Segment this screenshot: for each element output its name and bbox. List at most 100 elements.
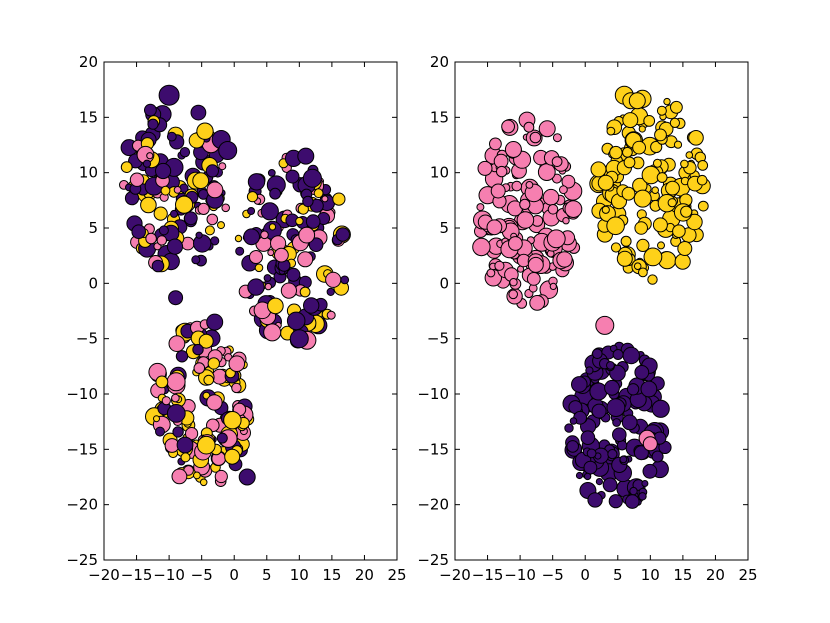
right-scatter-point (628, 92, 646, 110)
left-scatter-point (206, 394, 223, 411)
left-scatter-point (151, 259, 165, 273)
right-scatter-point (595, 478, 604, 486)
left-scatter-point (260, 230, 269, 240)
right-scatter-point (523, 121, 535, 133)
left-scatter-point (193, 471, 201, 480)
left-scatter-point (176, 436, 194, 454)
right-scatter-point (589, 382, 608, 401)
right-scatter-point (525, 181, 534, 189)
right-axes-frame (454, 61, 749, 561)
left-scatter-point (145, 232, 157, 245)
left-scatter-point (268, 223, 277, 231)
right-scatter-point (669, 117, 681, 129)
left-x-tick-label: −20 (88, 566, 120, 584)
right-scatter-point (595, 315, 615, 335)
left-scatter-point (183, 211, 198, 226)
right-scatter-point (654, 128, 667, 142)
right-scatter-point (575, 471, 584, 480)
right-scatter-point (490, 183, 506, 199)
right-scatter-point (688, 130, 704, 146)
right-scatter-point (640, 380, 658, 398)
left-scatter-point (246, 191, 259, 203)
right-scatter-point (622, 112, 639, 129)
right-scatter-point (607, 449, 618, 460)
left-scatter-point (131, 224, 146, 239)
right-scatter-point (564, 200, 583, 219)
left-scatter-point (297, 251, 314, 268)
left-scatter-point (247, 173, 266, 191)
left-scatter-point (171, 393, 180, 403)
left-scatter-point (340, 275, 350, 285)
right-scatter-point (586, 448, 597, 459)
left-y-tick-label: −10 (66, 385, 98, 403)
right-scatter-point (667, 198, 677, 208)
left-scatter-point (238, 468, 256, 486)
right-scatter-point (696, 174, 708, 186)
right-scatter-point (472, 237, 491, 257)
right-scatter-point (616, 440, 628, 451)
left-scatter-point (302, 195, 314, 208)
left-scatter-panel: −20 −15 −10 −5 0 5 10 15 20 25 −25 −20 −… (66, 53, 406, 584)
left-scatter-point (286, 311, 306, 331)
right-scatter-point (677, 241, 693, 256)
left-scatter-point (175, 350, 189, 363)
right-scatter-point (583, 472, 592, 481)
left-scatter-point (224, 448, 241, 465)
right-scatter-point (641, 165, 661, 185)
right-x-tick-labels: −20 −15 −10 −5 0 5 10 15 20 25 (439, 566, 757, 584)
right-scatter-point (591, 403, 607, 419)
left-scatter-point (264, 282, 272, 291)
left-y-tick-label: 20 (79, 53, 98, 71)
right-y-tick-label: −20 (417, 496, 449, 514)
left-scatter-point (206, 181, 224, 199)
right-scatter-point (625, 494, 640, 509)
left-scatter-point (332, 192, 346, 206)
left-scatter-point (260, 202, 279, 221)
right-x-tick-label: 15 (673, 566, 692, 584)
left-axes-frame (103, 61, 398, 561)
left-scatter-point (286, 267, 301, 282)
right-scatter-point (651, 450, 664, 463)
right-scatter-point (634, 365, 650, 380)
right-scatter-point (633, 262, 642, 271)
right-scatter-point (604, 379, 620, 396)
right-scatter-point (636, 238, 650, 252)
left-scatter-point (308, 237, 324, 252)
right-scatter-point (509, 278, 518, 287)
right-scatter-point (680, 159, 689, 169)
left-scatter-point (193, 362, 206, 374)
left-y-tick-label: −25 (66, 551, 98, 569)
left-scatter-point (234, 234, 243, 243)
right-scatter-point (546, 229, 566, 249)
left-scatter-point (153, 206, 168, 221)
right-scatter-point (606, 126, 616, 136)
right-scatter-point (556, 251, 573, 268)
left-scatter-point (235, 246, 245, 256)
left-scatter-point (199, 478, 208, 487)
right-scatter-point (511, 180, 523, 192)
right-y-tick-label: −15 (417, 440, 449, 458)
left-scatter-point (207, 357, 221, 370)
left-x-tick-label: −5 (191, 566, 213, 584)
left-scatter-point (298, 226, 316, 244)
left-scatter-point (173, 186, 182, 194)
left-scatter-point (267, 169, 276, 177)
left-x-tick-label: 15 (322, 566, 341, 584)
right-scatter-point (529, 131, 542, 144)
left-scatter-point (289, 329, 309, 349)
right-scatter-point (641, 480, 649, 487)
left-scatter-point (198, 333, 214, 349)
right-x-tick-label: 10 (641, 566, 660, 584)
left-x-tick-label: −10 (153, 566, 185, 584)
left-scatter-point (156, 235, 168, 246)
right-scatter-point (561, 174, 576, 189)
left-scatter-point (221, 203, 230, 213)
left-scatter-point (263, 274, 272, 282)
right-scatter-point (552, 133, 562, 143)
right-scatter-point (597, 174, 614, 191)
left-scatter-point (168, 335, 186, 353)
left-y-tick-label: −15 (66, 440, 98, 458)
left-scatter-point (172, 426, 184, 438)
right-scatter-point (549, 282, 557, 290)
left-scatter-point (285, 169, 300, 184)
